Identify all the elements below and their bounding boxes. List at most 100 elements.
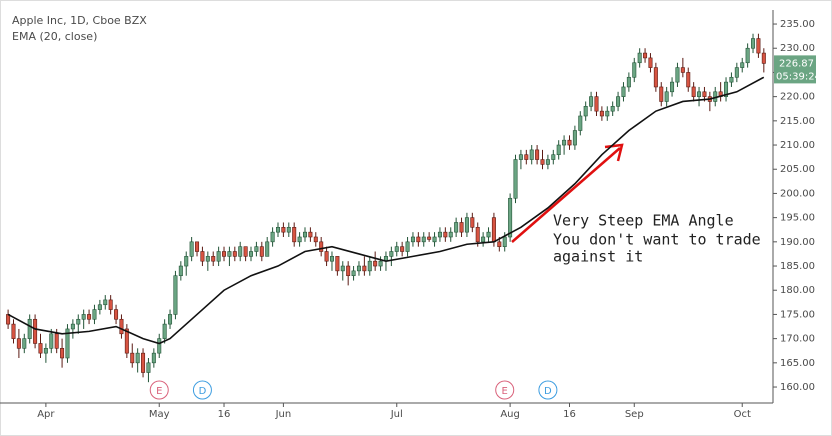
- candle-body: [373, 260, 378, 267]
- candle-body: [454, 222, 459, 233]
- candle-body: [508, 197, 513, 238]
- candle-body: [108, 299, 113, 310]
- candle-body: [103, 299, 108, 306]
- y-tick-label: 175.00: [780, 309, 815, 320]
- candle-body: [497, 241, 502, 247]
- candle-body: [351, 270, 356, 277]
- candle-body: [670, 81, 675, 93]
- candle-body: [470, 217, 475, 228]
- candle-body: [265, 241, 270, 257]
- x-tick-label: Sep: [625, 409, 644, 420]
- candle-body: [556, 144, 561, 156]
- candle-body: [275, 227, 280, 233]
- candle-body: [151, 352, 156, 364]
- candle-body: [648, 57, 653, 68]
- candle-body: [286, 227, 291, 233]
- event-marker: [149, 380, 169, 400]
- candle-body: [756, 38, 761, 54]
- candle-body: [610, 106, 615, 112]
- candle-body: [448, 231, 453, 238]
- candle-body: [184, 256, 189, 267]
- candle-body: [81, 314, 86, 320]
- candle-body: [254, 246, 259, 252]
- annotation: You don't want to trade: [553, 231, 761, 249]
- candle-body: [362, 265, 367, 272]
- candle-body: [626, 76, 631, 88]
- candle-body: [632, 62, 637, 78]
- candle-body: [529, 149, 534, 160]
- y-tick-label: 195.00: [780, 213, 815, 224]
- candle-body: [443, 231, 448, 238]
- candle-body: [319, 241, 324, 252]
- candle-body: [324, 251, 329, 262]
- candle-body: [475, 227, 480, 243]
- candle-body: [195, 241, 200, 252]
- candle-body: [427, 236, 432, 240]
- y-tick-label: 160.00: [780, 382, 815, 393]
- y-tick-label: 210.00: [780, 140, 815, 151]
- y-tick-label: 165.00: [780, 358, 815, 369]
- candle-body: [49, 333, 54, 349]
- candle-body: [572, 130, 577, 146]
- y-tick-label: 235.00: [780, 19, 815, 30]
- candle-body: [43, 348, 48, 354]
- event-marker: [192, 380, 212, 400]
- candle-body: [643, 52, 648, 59]
- candle-body: [459, 222, 464, 233]
- candle-body: [97, 304, 102, 310]
- candle-body: [313, 236, 318, 243]
- x-tick-label: 16: [563, 409, 576, 420]
- x-tick-label: Jul: [390, 409, 403, 420]
- candle-body: [173, 275, 178, 315]
- candle-body: [502, 236, 507, 247]
- last-price-box: [774, 55, 816, 84]
- candle-body: [211, 256, 216, 262]
- candle-body: [281, 227, 286, 233]
- candle-body: [416, 236, 421, 243]
- candle-body: [227, 251, 232, 257]
- candle-body: [702, 91, 707, 97]
- candle-body: [724, 81, 729, 97]
- candle-body: [216, 251, 221, 262]
- x-tick-label: Jun: [275, 409, 292, 420]
- y-tick-label: 190.00: [780, 237, 815, 248]
- arrow-shaft: [511, 147, 621, 243]
- candle-body: [518, 154, 523, 160]
- candle-body: [432, 236, 437, 243]
- annotation: against it: [553, 248, 643, 266]
- candle-body: [119, 318, 124, 335]
- last-price-label: 226.87: [779, 58, 814, 69]
- candle-body: [524, 154, 529, 160]
- candle-body: [92, 309, 97, 320]
- y-tick-label: 200.00: [780, 188, 815, 199]
- candle-body: [302, 231, 307, 238]
- event-marker: [538, 380, 558, 400]
- candle-body: [680, 67, 685, 73]
- candle-body: [551, 154, 556, 160]
- candle-body: [11, 323, 16, 339]
- candle-body: [421, 236, 426, 243]
- candle-body: [378, 260, 383, 267]
- candle-body: [394, 246, 399, 252]
- candle-body: [27, 318, 32, 339]
- candle-body: [259, 246, 264, 257]
- x-tick-label: May: [149, 409, 170, 420]
- candle-body: [734, 67, 739, 78]
- y-tick-label: 170.00: [780, 334, 815, 345]
- candle-body: [545, 159, 550, 165]
- candle-body: [135, 352, 140, 364]
- y-tick-label: 185.00: [780, 261, 815, 272]
- candle-body: [659, 86, 664, 102]
- candle-body: [114, 309, 119, 320]
- candle-body: [761, 52, 766, 64]
- candle-body: [308, 231, 313, 238]
- candle-body: [249, 251, 254, 257]
- candle-body: [292, 227, 297, 243]
- candle-body: [599, 110, 604, 117]
- candle-body: [405, 241, 410, 252]
- candle-body: [535, 149, 540, 160]
- event-label: E: [156, 386, 162, 397]
- candle-body: [562, 139, 567, 146]
- ema-line: [7, 76, 765, 345]
- candle-body: [232, 251, 237, 257]
